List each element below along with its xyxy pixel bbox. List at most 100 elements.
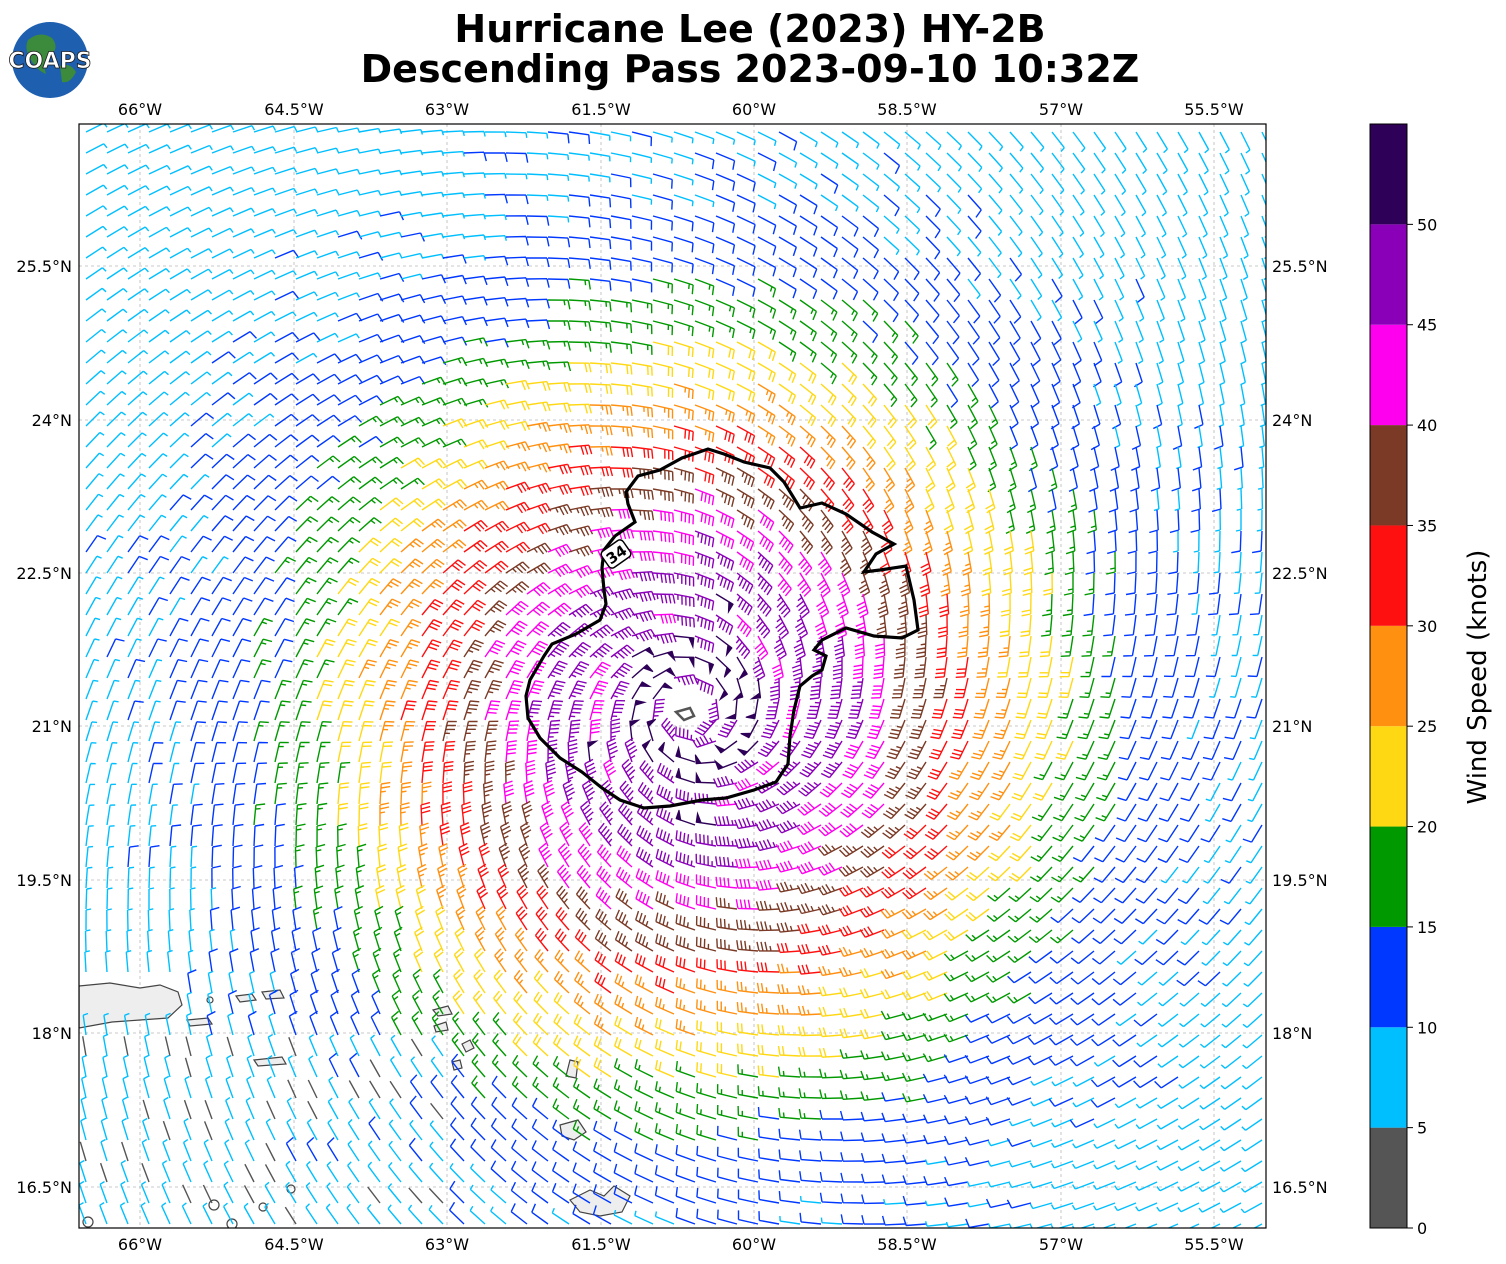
wind-barb <box>862 299 879 322</box>
wind-barb <box>820 320 838 343</box>
wind-barb <box>358 679 376 700</box>
wind-barb <box>1099 698 1116 719</box>
wind-barb <box>715 467 735 486</box>
wind-barb <box>694 425 715 443</box>
wind-barb <box>1064 551 1075 576</box>
wind-barb <box>505 600 529 616</box>
wind-barb <box>673 236 694 253</box>
wind-barb <box>211 865 222 889</box>
wind-barb <box>902 887 927 900</box>
wind-barb <box>379 517 404 532</box>
wind-barb <box>610 644 635 659</box>
wind-barb <box>1136 1034 1158 1048</box>
wind-barb <box>839 1049 864 1059</box>
wind-barb <box>902 1175 927 1185</box>
wind-barb <box>946 404 958 430</box>
wind-barb <box>169 206 192 217</box>
wind-barb <box>358 741 373 763</box>
wind-barb <box>526 298 550 309</box>
wind-barb <box>902 845 927 860</box>
wind-barb <box>484 193 508 204</box>
wind-barb <box>799 530 814 555</box>
wind-barb <box>694 173 715 191</box>
wind-barb <box>922 1114 948 1124</box>
wind-barb <box>510 1160 528 1183</box>
wind-barb <box>1029 1223 1053 1228</box>
wind-barb <box>860 1132 885 1143</box>
wind-barb <box>1158 803 1179 822</box>
wind-barb <box>148 206 171 217</box>
wind-barb <box>452 1011 465 1036</box>
wind-barb <box>295 803 307 826</box>
wind-barb <box>1069 1055 1095 1067</box>
wind-barb <box>169 700 186 721</box>
wind-barb <box>1135 1160 1158 1171</box>
wind-barb <box>247 1033 255 1057</box>
wind-barb <box>593 1099 612 1120</box>
wind-barb <box>1138 929 1158 945</box>
wind-barb <box>169 679 187 700</box>
wind-barb <box>901 990 927 1001</box>
wind-barb <box>337 455 362 469</box>
wind-barb <box>230 906 241 931</box>
wind-barb <box>253 208 276 217</box>
wind-barb <box>1219 1181 1242 1193</box>
wind-barb <box>169 391 190 406</box>
wind-barb <box>799 299 818 321</box>
wind-barb <box>1156 152 1168 175</box>
wind-barb <box>817 944 843 956</box>
wind-barb <box>526 502 552 515</box>
wind-barb <box>985 1034 1011 1044</box>
wind-barb <box>655 975 675 994</box>
wind-barb <box>1135 152 1147 175</box>
wind-barb <box>850 677 864 699</box>
wind-barb <box>1191 593 1200 615</box>
wind-barb <box>816 593 830 619</box>
wind-barb <box>838 966 864 978</box>
wind-barb <box>946 278 961 303</box>
wind-barb <box>1007 908 1032 923</box>
wind-barb <box>1156 362 1164 386</box>
wind-barb <box>568 525 594 537</box>
wind-barb <box>631 194 653 205</box>
wind-barb <box>922 970 948 981</box>
wind-barb <box>655 912 675 931</box>
wind-barb <box>817 884 843 896</box>
wind-barb <box>1095 803 1116 822</box>
wind-barb <box>944 866 969 881</box>
wind-barb <box>559 821 573 847</box>
wind-barb <box>106 576 123 595</box>
wind-barb <box>599 801 614 826</box>
wind-barb <box>547 563 573 578</box>
wind-barb <box>875 635 886 659</box>
colorbar-tick-label: 50 <box>1417 215 1437 234</box>
wind-barb <box>161 1181 171 1204</box>
wind-barb <box>429 1162 444 1183</box>
wind-barb <box>1008 1181 1032 1189</box>
wind-barb <box>190 371 212 385</box>
wind-barb <box>148 804 158 826</box>
wind-barb <box>1071 929 1095 944</box>
wind-barb <box>106 514 125 532</box>
wind-barb <box>736 362 756 382</box>
wind-barb <box>757 194 777 210</box>
wind-barb <box>1240 1181 1263 1193</box>
wind-barb <box>190 330 212 343</box>
wind-barb <box>413 947 424 973</box>
wind-barb <box>1215 509 1221 532</box>
wind-barb <box>943 509 954 535</box>
wind-barb <box>560 800 574 826</box>
wind-barb <box>190 866 197 889</box>
wind-barb <box>532 1076 549 1099</box>
wind-barb <box>675 1040 696 1057</box>
wind-barb <box>253 269 276 280</box>
wind-barb <box>1254 572 1263 594</box>
wind-barb <box>1072 1181 1095 1190</box>
wind-barb <box>450 1095 465 1120</box>
wind-barb <box>244 1139 255 1162</box>
wind-barb <box>1137 824 1158 843</box>
wind-barb <box>491 1075 507 1099</box>
wind-barb <box>568 680 587 700</box>
wind-barb <box>493 990 507 1015</box>
wind-barb <box>799 1195 822 1204</box>
